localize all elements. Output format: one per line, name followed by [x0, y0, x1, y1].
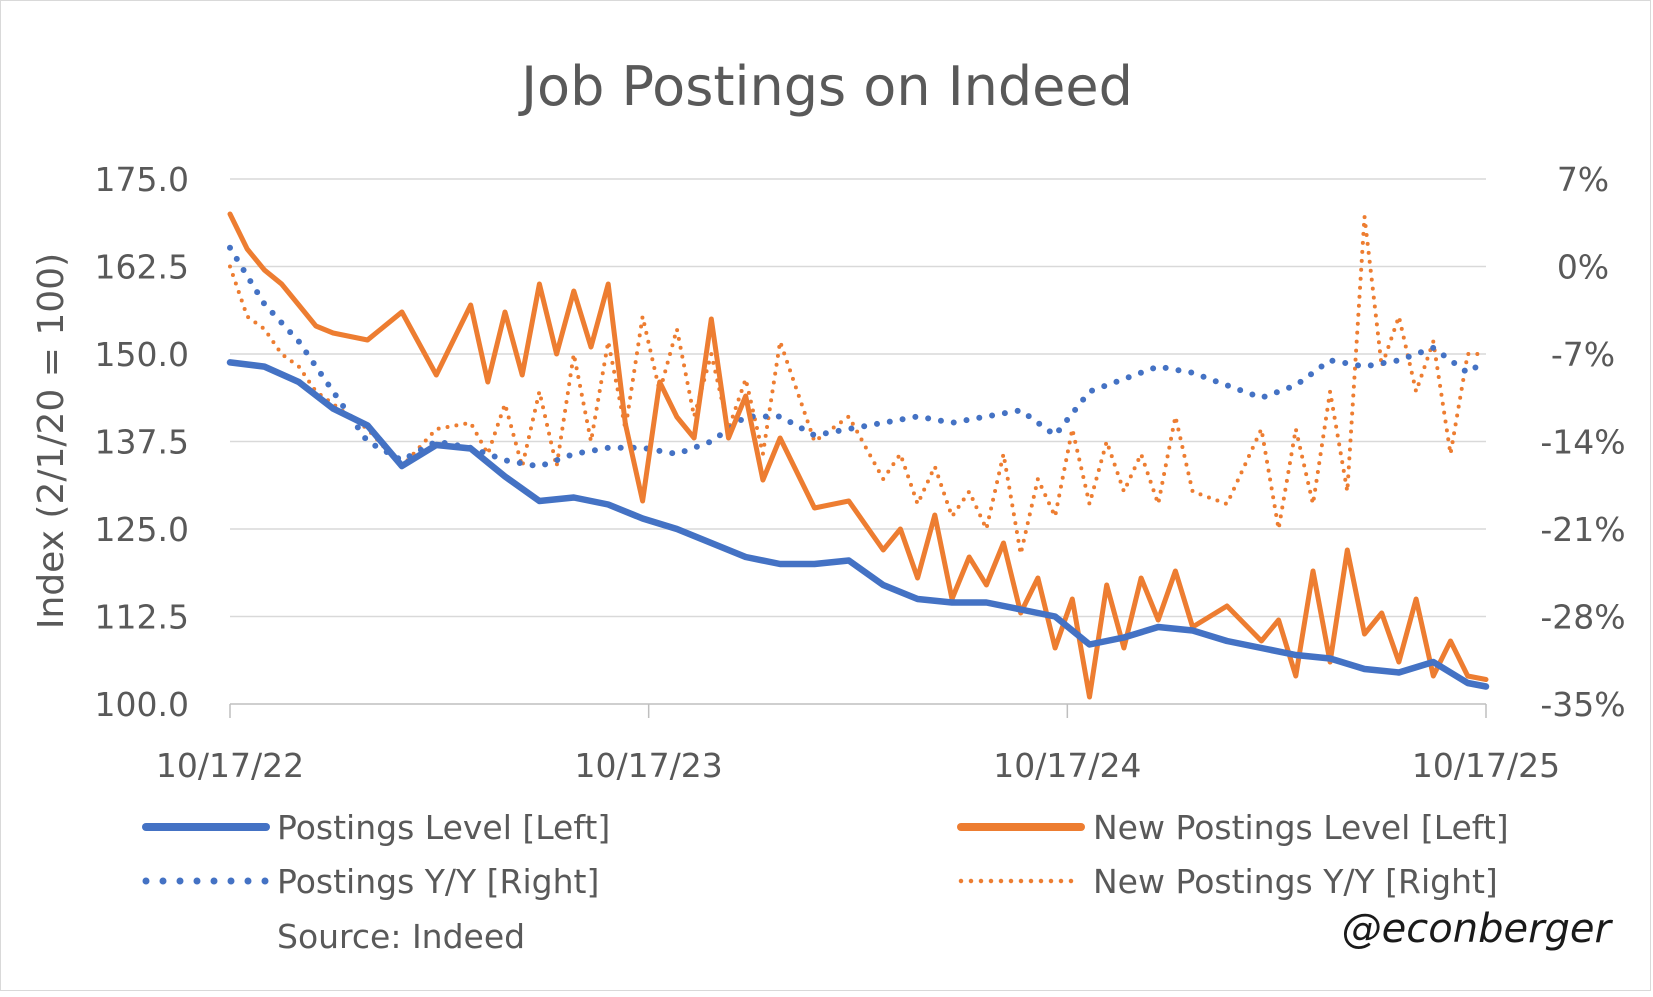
legend-label: Postings Level [Left] [277, 808, 610, 847]
gridlines [230, 178, 1486, 705]
y-tick-right: -7% [1551, 335, 1615, 374]
x-tick-label: 10/17/22 [156, 746, 304, 785]
legend-label: New Postings Level [Left] [1093, 808, 1509, 847]
source-note: Source: Indeed [277, 917, 525, 956]
series-line-new-postings-level-left [227, 211, 1489, 700]
y-tick-right: 7% [1557, 160, 1609, 199]
series-layer [226, 211, 1490, 700]
y-axis-right: 7% 0% -7% -14% -21% -28% -35% [1540, 160, 1625, 724]
x-axis: 10/17/22 10/17/23 10/17/24 10/17/25 [156, 704, 1560, 785]
series-line-postings-level-left [226, 359, 1490, 690]
x-tick-label: 10/17/25 [1412, 746, 1560, 785]
y-tick-right: -14% [1540, 423, 1625, 462]
y-tick-right: -28% [1540, 598, 1625, 637]
y-tick-left: 112.5 [95, 598, 189, 637]
y-tick-left: 100.0 [95, 685, 189, 724]
legend-label: Postings Y/Y [Right] [277, 862, 599, 901]
y-tick-right: 0% [1557, 248, 1609, 287]
x-tick-label: 10/17/24 [993, 746, 1141, 785]
y-tick-left: 150.0 [95, 335, 189, 374]
x-tick-label: 10/17/23 [575, 746, 723, 785]
y-tick-left: 125.0 [95, 510, 189, 549]
y-tick-left: 137.5 [95, 423, 189, 462]
y-tick-left: 175.0 [95, 160, 189, 199]
y-tick-left: 162.5 [95, 248, 189, 287]
y-tick-right: -35% [1540, 685, 1625, 724]
series-line-postings-y-y-right [227, 244, 1489, 470]
y-axis-title: Index (2/1/20 = 100) [31, 253, 72, 629]
watermark-handle: @econberger [1342, 906, 1614, 952]
y-tick-right: -21% [1540, 510, 1625, 549]
legend-label: New Postings Y/Y [Right] [1093, 862, 1498, 901]
chart-title: Job Postings on Indeed [518, 55, 1133, 118]
legend: Postings Level [Left] New Postings Level … [142, 808, 1509, 901]
y-axis-left: 175.0 162.5 150.0 137.5 125.0 112.5 100.0 [95, 160, 189, 724]
